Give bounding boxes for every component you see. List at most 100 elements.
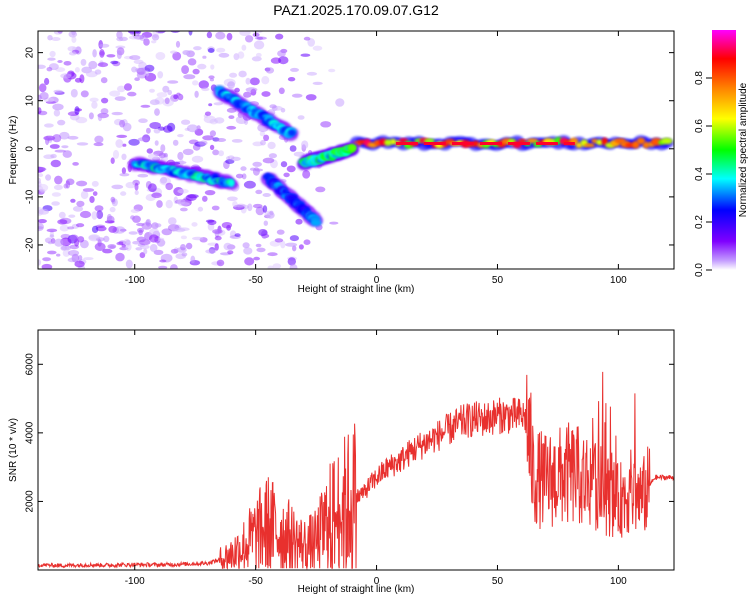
spectrogram-noise-blob bbox=[110, 196, 116, 203]
spectrogram-noise-blob bbox=[80, 190, 89, 200]
spectrogram-noise-blob bbox=[197, 206, 204, 212]
colorbar-tick-label: 0.6 bbox=[694, 119, 705, 133]
spectrogram-noise-blob bbox=[116, 241, 125, 246]
spectrogram-noise-blob bbox=[95, 226, 107, 232]
x-tick-label: 50 bbox=[492, 275, 504, 286]
spectrogram-noise-blob bbox=[214, 117, 225, 124]
spectrogram-noise-blob bbox=[121, 167, 126, 175]
spectrogram-noise-blob bbox=[70, 88, 78, 98]
spectrogram-noise-blob bbox=[63, 61, 72, 66]
spectrogram-feature-core bbox=[642, 141, 650, 149]
spectrogram-noise-blob bbox=[280, 161, 288, 168]
spectrogram-noise-blob bbox=[47, 35, 53, 41]
x-tick-label: 50 bbox=[492, 576, 504, 587]
spectrogram-noise-blob bbox=[109, 90, 121, 97]
spectrogram-noise-blob bbox=[209, 130, 216, 137]
spectrogram-noise-blob bbox=[76, 200, 85, 207]
spectrogram-noise-blob bbox=[48, 241, 53, 245]
spectrogram-noise-blob bbox=[175, 40, 181, 48]
spectrogram-noise-blob bbox=[267, 265, 274, 269]
spectrogram-noise-blob bbox=[46, 228, 58, 233]
spectrogram-noise-blob bbox=[154, 108, 160, 116]
spectrogram-noise-blob bbox=[170, 31, 181, 33]
spectrogram-noise-blob bbox=[127, 31, 140, 34]
spectrogram-noise-blob bbox=[170, 264, 178, 269]
spectrogram-noise-blob bbox=[44, 77, 50, 86]
spectrogram-noise-blob bbox=[93, 142, 104, 147]
spectrogram-noise-blob bbox=[209, 78, 214, 82]
spectrogram-noise-blob bbox=[146, 148, 153, 154]
spectrogram-noise-blob bbox=[83, 257, 94, 261]
spectrogram-noise-blob bbox=[172, 51, 182, 61]
spectrogram-noise-blob bbox=[213, 102, 223, 106]
spectrogram-noise-blob bbox=[289, 145, 297, 152]
spectrogram-noise-blob bbox=[216, 138, 227, 142]
spectrogram-noise-blob bbox=[51, 201, 60, 206]
spectrogram-feature-core bbox=[636, 137, 646, 145]
spectrogram-noise-blob bbox=[59, 131, 70, 140]
spectrogram-noise-blob bbox=[138, 229, 143, 236]
spectrogram-noise-blob bbox=[303, 239, 311, 245]
spectrogram-noise-blob bbox=[226, 32, 233, 41]
spectrogram-noise-blob bbox=[97, 113, 103, 122]
spectrogram-noise-blob bbox=[245, 77, 251, 85]
colorbar-tick-label: 0.0 bbox=[694, 263, 705, 277]
spectrogram-noise-blob bbox=[185, 194, 197, 202]
y-tick-label: 6000 bbox=[25, 353, 36, 376]
spectrogram-noise-blob bbox=[192, 236, 204, 241]
spectrogram-noise-blob bbox=[293, 151, 305, 157]
spectrogram-noise-blob bbox=[94, 205, 104, 212]
spectrogram-noise-blob bbox=[165, 182, 173, 191]
spectrogram-noise-blob bbox=[38, 177, 41, 184]
spectrogram-noise-blob bbox=[216, 259, 225, 267]
spectrogram-noise-blob bbox=[243, 247, 253, 255]
spectrogram-noise-blob bbox=[221, 222, 233, 229]
spectrogram-noise-blob bbox=[303, 36, 311, 41]
spectrogram-noise-blob bbox=[99, 49, 105, 58]
spectrogram-noise-blob bbox=[212, 149, 220, 156]
spectrogram-noise-blob bbox=[253, 256, 260, 261]
spectrogram-noise-blob bbox=[106, 54, 116, 58]
spectrogram-noise-blob bbox=[136, 236, 146, 243]
spectrogram-noise-blob bbox=[91, 101, 98, 109]
spectrogram-noise-blob bbox=[218, 52, 230, 58]
spectrogram-noise-blob bbox=[101, 97, 109, 104]
spectrogram-noise-blob bbox=[154, 223, 162, 228]
spectrogram-noise-blob bbox=[247, 203, 253, 212]
spectrogram-image bbox=[38, 31, 674, 269]
spectrogram-noise-blob bbox=[128, 35, 140, 40]
spectrogram-noise-blob bbox=[275, 33, 284, 40]
spectrogram-noise-blob bbox=[216, 47, 226, 53]
spectrogram-noise-blob bbox=[79, 74, 85, 84]
x-tick-label: 0 bbox=[374, 576, 380, 587]
spectrogram-noise-blob bbox=[47, 57, 56, 61]
spectrogram-noise-blob bbox=[50, 153, 57, 159]
spectrogram-noise-blob bbox=[243, 180, 256, 189]
spectrogram-noise-blob bbox=[96, 210, 104, 220]
spectrogram-noise-blob bbox=[57, 119, 66, 126]
spectrogram-noise-blob bbox=[329, 221, 339, 225]
spectrogram-noise-blob bbox=[99, 43, 110, 48]
spectrogram-noise-blob bbox=[47, 250, 57, 255]
spectrogram-noise-blob bbox=[151, 40, 157, 44]
spectrogram-noise-blob bbox=[180, 244, 186, 251]
spectrogram-noise-blob bbox=[229, 72, 238, 78]
spectrogram-noise-blob bbox=[108, 225, 117, 233]
spectrogram-noise-blob bbox=[312, 81, 323, 85]
snr-plot-area bbox=[38, 371, 674, 570]
spectrogram-noise-blob bbox=[202, 135, 214, 141]
spectrogram-noise-blob bbox=[57, 31, 64, 34]
spectrogram-noise-blob bbox=[286, 165, 296, 173]
colorbar-ticks: 0.0 0.2 0.4 0.6 0.8 bbox=[694, 71, 712, 277]
spectrogram-noise-blob bbox=[144, 70, 150, 77]
x-tick-label: -100 bbox=[125, 275, 145, 286]
spectrogram-x-axis: -100 -50 0 50 100 bbox=[125, 31, 627, 286]
spectrogram-noise-blob bbox=[107, 244, 117, 249]
spectrogram-noise-blob bbox=[287, 257, 296, 266]
spectrogram-noise-blob bbox=[52, 103, 64, 111]
x-tick-label: 100 bbox=[610, 275, 627, 286]
spectrogram-noise-blob bbox=[67, 226, 75, 230]
spectrogram-noise-blob bbox=[161, 228, 173, 236]
spectrogram-noise-blob bbox=[209, 144, 215, 150]
